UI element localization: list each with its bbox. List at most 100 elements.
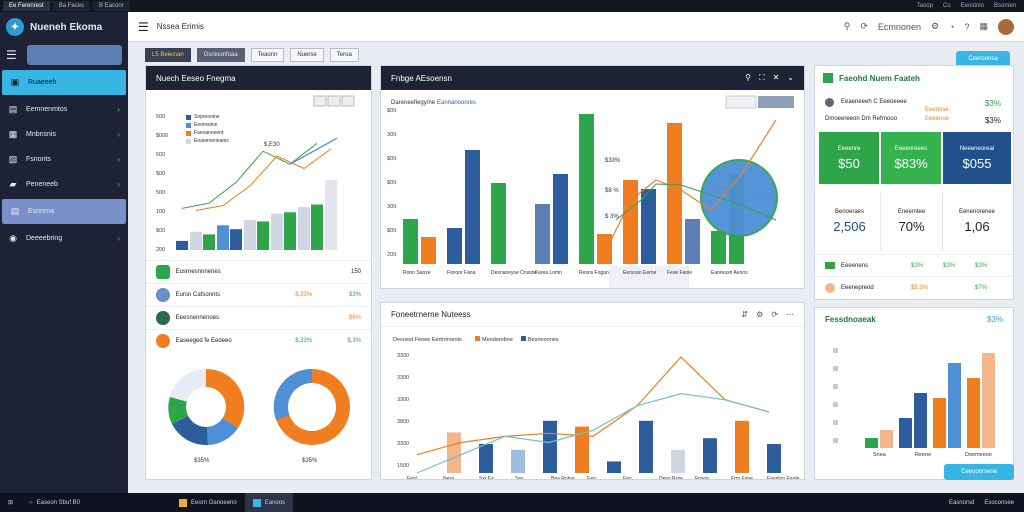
- selected-range[interactable]: [609, 266, 689, 288]
- chart-toggle[interactable]: [313, 95, 327, 107]
- sidebar-item-1[interactable]: ▤ Eemnenmtos ›: [8, 104, 120, 114]
- list-item[interactable]: Easeeged fe Eedeeo $,33% $,3%: [146, 329, 371, 352]
- legend-label: Mendorobne: [482, 337, 513, 343]
- pie-hole: [288, 383, 336, 431]
- toolbar-button-0[interactable]: L5 Beieinan: [145, 48, 191, 62]
- chart-toggle[interactable]: [725, 95, 757, 109]
- chart-toggle[interactable]: [341, 95, 355, 107]
- os-status: Co: [942, 3, 951, 9]
- kpi-card[interactable]: Benoeraes 2,506: [819, 192, 881, 250]
- notification-icon[interactable]: ◔: [949, 21, 955, 32]
- chevron-right-icon: ›: [117, 155, 120, 164]
- status-icon: [156, 265, 170, 279]
- sidebar-item-0[interactable]: ▣ Ruaeeeh: [2, 70, 126, 95]
- toolbar-button-3[interactable]: Nuerse: [290, 48, 324, 62]
- list-item[interactable]: Eeesnennenoes $6%: [146, 306, 371, 329]
- brand[interactable]: ✦ Nueneh Ekoma: [0, 12, 128, 42]
- bar: [703, 438, 717, 473]
- toolbar-button-4[interactable]: Teroa: [329, 48, 359, 62]
- settings-icon[interactable]: ⚙: [756, 310, 764, 319]
- filter-icon[interactable]: ⇵: [741, 310, 749, 319]
- browser-tab[interactable]: Ba Faces: [52, 1, 91, 11]
- panel1-chart: 500 $000 500 $00 500 100 $00 200 $,E30: [156, 95, 355, 253]
- chevron-right-icon: ›: [117, 105, 120, 114]
- sidebar-item-5[interactable]: ▤ Esnnrna ›: [2, 199, 126, 224]
- bar: [244, 220, 256, 250]
- legend-swatch: [186, 122, 191, 128]
- taskbar-app[interactable]: Eeorn Oanoeeno: [171, 493, 245, 512]
- chevron-down-icon[interactable]: ⌄: [787, 73, 794, 82]
- panel-title: Nuech Eeseo Fnegma: [156, 73, 236, 83]
- browser-tab[interactable]: Ee Ferenrest: [3, 1, 50, 11]
- kpi-card[interactable]: Eenenorenee 1,06: [958, 208, 996, 234]
- legend-swatch: [186, 114, 191, 120]
- sidebar-item-3[interactable]: ▧ Fsnonts ›: [8, 154, 120, 164]
- bar: [203, 234, 215, 250]
- pie-hole: [186, 387, 226, 427]
- axis-tick-label: Eanreusn Aenos: [711, 270, 748, 276]
- axis-tick-label: Eeo: [587, 476, 596, 480]
- header-value: $3%: [986, 314, 1003, 324]
- start-button[interactable]: ⊞: [0, 493, 21, 512]
- list-item[interactable]: Eeeenens $3% $3% $3%: [815, 254, 1013, 276]
- list-item[interactable]: Eursn Cafsonnts $,33% $3%: [146, 283, 371, 306]
- taskbar-search[interactable]: ○ Easeon Sbuf B0: [29, 499, 81, 506]
- axis-tick-label: Farea Lomn: [535, 270, 562, 276]
- kpi-card[interactable]: Eeeenreees $83%: [881, 132, 941, 184]
- status-icon: [825, 98, 834, 107]
- toolbar-button-2[interactable]: Teaonn: [250, 48, 285, 62]
- tray-item[interactable]: Easnorsd: [948, 499, 975, 506]
- panel-trend: Foneetrnerne Nuteess ⇵ ⚙ ⟳ ⋯ Desnest Feo…: [380, 302, 805, 480]
- axis-tick-label: Ses: [515, 476, 524, 480]
- bar: [623, 180, 638, 264]
- pie-label: $35%: [194, 458, 210, 464]
- browser-tab[interactable]: B Eaconr: [93, 1, 130, 11]
- more-icon[interactable]: ⋯: [786, 310, 794, 319]
- search-icon[interactable]: ⚲: [745, 73, 751, 82]
- grid-icon[interactable]: ▦: [979, 21, 988, 31]
- tray-item[interactable]: Esoconsee: [984, 499, 1014, 506]
- bar: [899, 418, 912, 448]
- settings-icon[interactable]: ⚙: [930, 21, 940, 31]
- refresh-icon[interactable]: ⟳: [771, 310, 778, 319]
- close-icon[interactable]: ✕: [772, 73, 780, 82]
- kpi-card[interactable]: Eneemtee 70%: [881, 192, 943, 250]
- list-item[interactable]: Eusrnesnnnenes 150: [146, 260, 371, 283]
- bar: [298, 207, 310, 250]
- taskbar-app[interactable]: Eanoos: [244, 493, 294, 512]
- panel-title: Faeohd Nuem Faateh: [839, 73, 920, 83]
- panel-main-chart: Fnbge AEsoensn ⚲ ⛶ ✕ ⌄ Dareneeflegy/ne E…: [380, 65, 805, 289]
- sidebar-item-2[interactable]: ▦ Mnbnsnis ›: [8, 129, 120, 139]
- menu-icon[interactable]: ☰: [6, 48, 17, 62]
- axis-tick-label: 3300: [397, 441, 409, 447]
- top-action-button[interactable]: Ceeroonsa: [956, 51, 1010, 67]
- axis-tick-label: $00: [387, 108, 396, 114]
- toolbar-button-1[interactable]: Gsnioonfoaa: [196, 48, 245, 62]
- bar: [190, 231, 202, 250]
- toolbar: L5 Beieinan Gsnioonfoaa Teaonn Nuerse Te…: [145, 48, 359, 62]
- header-search-label[interactable]: Ecmnonen: [877, 21, 921, 32]
- refresh-icon[interactable]: ⟳: [860, 21, 868, 31]
- axis-tick-mark: [833, 420, 838, 425]
- avatar[interactable]: [998, 18, 1014, 35]
- expand-icon[interactable]: ⛶: [758, 73, 765, 82]
- list-item[interactable]: Eeenepreod $5.3% $7%: [815, 276, 1013, 298]
- os-status[interactable]: Bsomen: [993, 3, 1016, 9]
- chart-toggle[interactable]: [758, 96, 794, 108]
- chart-toggle[interactable]: [327, 95, 341, 107]
- series-line: [289, 137, 338, 165]
- menu-icon[interactable]: ☰: [138, 19, 149, 34]
- bottom-action-button[interactable]: Ceeoonrsene: [944, 464, 1014, 480]
- axis-tick-label: 300: [387, 204, 396, 210]
- sidebar-item-6[interactable]: ◉ Deeeebring ›: [9, 233, 120, 243]
- sidebar-item-4[interactable]: ▰ Peneneeb ›: [9, 179, 120, 189]
- axis-tick-label: 3300: [397, 375, 409, 381]
- os-status[interactable]: Eeostnio: [960, 3, 984, 9]
- chart-annotation: $33%: [605, 158, 621, 164]
- axis-tick-label: 100: [156, 209, 165, 215]
- sidebar-search[interactable]: [26, 45, 122, 65]
- kpi-card[interactable]: Eeeenre $50: [819, 132, 879, 184]
- help-icon[interactable]: ?: [964, 21, 970, 32]
- search-icon[interactable]: ⚲: [843, 21, 851, 31]
- kpi-card[interactable]: Neeeneoreal $055: [943, 132, 1011, 184]
